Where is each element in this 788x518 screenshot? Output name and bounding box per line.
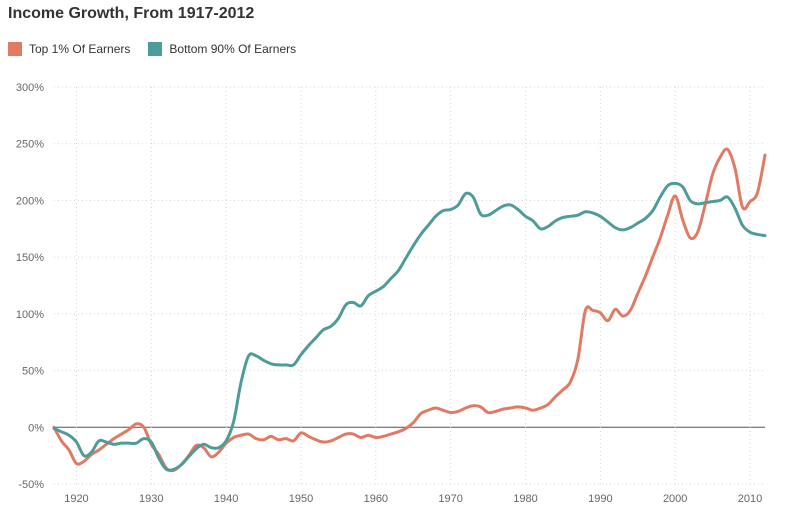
x-tick-label: 1960 — [364, 493, 388, 505]
y-tick-label: -50% — [18, 479, 44, 491]
y-tick-label: 50% — [22, 366, 44, 378]
x-tick-label: 1930 — [139, 493, 163, 505]
y-tick-label: 250% — [16, 139, 44, 151]
x-tick-label: 1990 — [588, 493, 612, 505]
y-tick-label: 200% — [16, 195, 44, 207]
y-tick-label: 150% — [16, 252, 44, 264]
x-tick-label: 1970 — [438, 493, 462, 505]
y-tick-label: 0% — [28, 422, 44, 434]
legend: Top 1% Of Earners Bottom 90% Of Earners — [8, 42, 314, 56]
legend-item-top-1[interactable]: Top 1% Of Earners — [8, 42, 130, 56]
legend-swatch-top-1 — [8, 42, 22, 56]
legend-item-bottom-90[interactable]: Bottom 90% Of Earners — [148, 42, 296, 56]
chart-title: Income Growth, From 1917-2012 — [8, 5, 255, 22]
legend-label-top-1: Top 1% Of Earners — [29, 42, 131, 56]
legend-label-bottom-90: Bottom 90% Of Earners — [169, 42, 297, 56]
x-tick-label: 2010 — [738, 493, 762, 505]
x-tick-label: 1950 — [289, 493, 313, 505]
x-tick-label: 1940 — [214, 493, 238, 505]
legend-swatch-bottom-90 — [148, 42, 163, 56]
y-tick-label: 100% — [16, 309, 44, 321]
x-tick-label: 1980 — [513, 493, 537, 505]
x-tick-label: 2000 — [663, 493, 687, 505]
series-line-bottom-90 — [52, 181, 767, 472]
x-tick-label: 1920 — [64, 493, 88, 505]
series-line-top-1 — [52, 147, 767, 473]
y-tick-label: 300% — [16, 82, 44, 94]
